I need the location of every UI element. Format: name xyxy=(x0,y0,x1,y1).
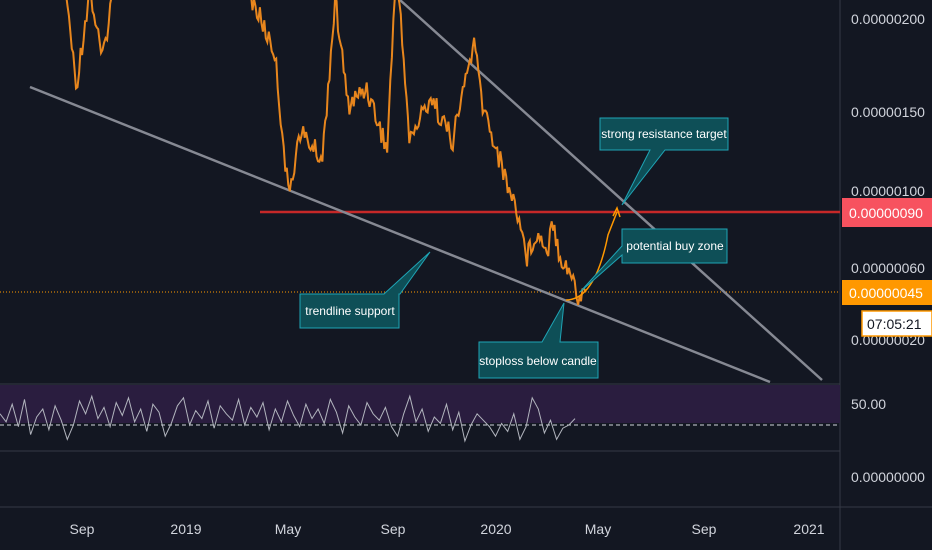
x-tick-label: 2020 xyxy=(480,521,511,537)
x-tick-label: Sep xyxy=(70,521,95,537)
time-axis[interactable]: Sep 2019 May Sep 2020 May Sep 2021 xyxy=(70,521,825,537)
current-price-label: 0.00000045 xyxy=(849,285,923,301)
resistance-trendline[interactable] xyxy=(399,0,823,381)
support-trendline[interactable] xyxy=(29,85,771,384)
rsi-series xyxy=(0,394,576,443)
countdown-tag: 07:05:21 xyxy=(861,310,932,337)
price-series xyxy=(65,0,587,306)
y-tick-label: 0.00000200 xyxy=(851,11,925,27)
resistance-price-label: 0.00000090 xyxy=(849,205,923,221)
x-tick-label: 2019 xyxy=(170,521,201,537)
x-tick-label: Sep xyxy=(381,521,406,537)
rsi-band xyxy=(0,385,840,423)
annotation-trendline-support[interactable]: trendline support xyxy=(299,251,431,329)
countdown-label: 07:05:21 xyxy=(867,316,922,332)
main-pane-background xyxy=(0,0,840,384)
y-tick-label: 0.00000060 xyxy=(851,260,925,276)
annotation-potential-buy[interactable]: potential buy zone xyxy=(579,228,728,293)
annotation-text: strong resistance target xyxy=(601,127,727,141)
rsi-axis-label: 50.00 xyxy=(851,396,886,412)
x-tick-label: May xyxy=(275,521,301,537)
lower-pane-axis-label: 0.00000000 xyxy=(851,469,925,485)
annotation-strong-resistance[interactable]: strong resistance target xyxy=(599,117,729,206)
annotation-text: trendline support xyxy=(305,304,395,318)
current-price-tag[interactable]: 0.00000045 xyxy=(842,280,932,305)
y-tick-label: 0.00000100 xyxy=(851,183,925,199)
annotation-text: stoploss below candle xyxy=(479,354,597,368)
x-tick-label: 2021 xyxy=(793,521,824,537)
y-tick-label: 0.00000150 xyxy=(851,104,925,120)
x-tick-label: May xyxy=(585,521,611,537)
price-scale-background xyxy=(840,0,932,550)
annotation-stoploss[interactable]: stoploss below candle xyxy=(478,302,599,379)
resistance-price-tag[interactable]: 0.00000090 xyxy=(842,198,932,227)
projection-arrow-head xyxy=(612,206,621,218)
x-tick-label: Sep xyxy=(692,521,717,537)
annotation-text: potential buy zone xyxy=(626,239,724,253)
